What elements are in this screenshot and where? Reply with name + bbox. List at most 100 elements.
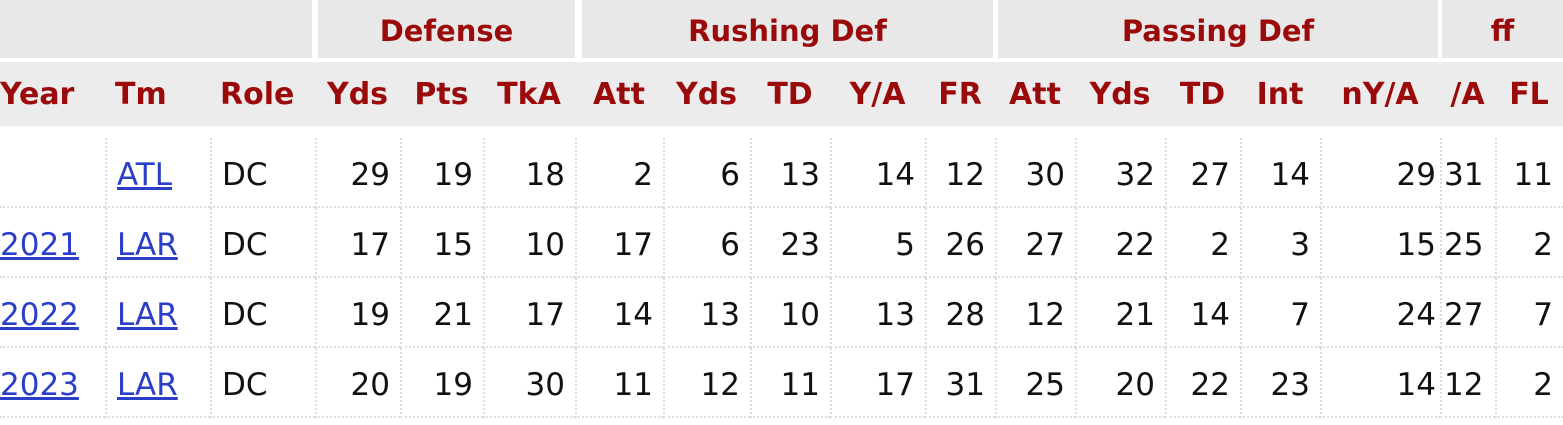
column-header: Int <box>1240 62 1320 126</box>
column-header: Yds <box>663 62 750 126</box>
column-header: Att <box>995 62 1075 126</box>
column-header: Tm <box>105 62 210 126</box>
stat-cell: 17 <box>830 348 925 418</box>
stat-cell: 23 <box>750 208 830 278</box>
stat-cell: 19 <box>315 278 400 348</box>
column-header: Yds <box>315 62 400 126</box>
stat-cell: 13 <box>830 278 925 348</box>
stat-cell: 14 <box>1240 138 1320 208</box>
stat-cell: 6 <box>663 138 750 208</box>
stat-cell: 27 <box>1440 278 1495 348</box>
stat-cell: 13 <box>663 278 750 348</box>
stat-cell: 11 <box>575 348 663 418</box>
column-header: TkA <box>483 62 575 126</box>
stat-cell: 27 <box>995 208 1075 278</box>
stat-cell: 31 <box>925 348 995 418</box>
year <box>0 138 105 208</box>
stat-cell: 28 <box>925 278 995 348</box>
column-header: Role <box>210 62 315 126</box>
stat-cell: 11 <box>1495 138 1563 208</box>
year: 2022 <box>0 278 105 348</box>
stat-cell: 20 <box>1075 348 1165 418</box>
stat-cell: 12 <box>925 138 995 208</box>
stat-cell: 11 <box>750 348 830 418</box>
stat-cell: 2 <box>1165 208 1240 278</box>
stat-cell: 25 <box>995 348 1075 418</box>
year: 2021 <box>0 208 105 278</box>
stat-cell: 12 <box>663 348 750 418</box>
stat-cell: 26 <box>925 208 995 278</box>
column-header: TD <box>750 62 830 126</box>
column-header: TD <box>1165 62 1240 126</box>
stat-cell: 30 <box>995 138 1075 208</box>
stat-cell: 2 <box>1495 348 1563 418</box>
role: DC <box>210 348 315 418</box>
stat-cell: 24 <box>1320 278 1440 348</box>
stat-cell: 20 <box>315 348 400 418</box>
team-link[interactable]: LAR <box>117 367 178 403</box>
stat-cell: 10 <box>750 278 830 348</box>
stat-cell: 19 <box>400 348 483 418</box>
stat-cell: 17 <box>575 208 663 278</box>
stat-cell: 10 <box>483 208 575 278</box>
stat-cell: 14 <box>1320 348 1440 418</box>
team: LAR <box>105 208 210 278</box>
team: ATL <box>105 138 210 208</box>
column-header: FR <box>925 62 995 126</box>
group-header-blank <box>0 0 312 58</box>
year-link[interactable]: 2023 <box>0 367 79 403</box>
stat-cell: 12 <box>995 278 1075 348</box>
role: DC <box>210 138 315 208</box>
team-link[interactable]: LAR <box>117 227 178 263</box>
stat-cell: 2 <box>575 138 663 208</box>
column-header: Att <box>575 62 663 126</box>
stat-cell: 30 <box>483 348 575 418</box>
stat-cell: 27 <box>1165 138 1240 208</box>
stat-cell: 22 <box>1075 208 1165 278</box>
stat-cell: 14 <box>830 138 925 208</box>
stat-cell: 14 <box>1165 278 1240 348</box>
team-link[interactable]: ATL <box>117 157 173 193</box>
role: DC <box>210 208 315 278</box>
role: DC <box>210 278 315 348</box>
group-header: Rushing Def <box>582 0 993 58</box>
stat-cell: 6 <box>663 208 750 278</box>
team: LAR <box>105 348 210 418</box>
column-header: Y/A <box>830 62 925 126</box>
group-header: Defense <box>318 0 575 58</box>
stat-cell: 21 <box>400 278 483 348</box>
column-header: FL <box>1495 62 1563 126</box>
column-header: nY/A <box>1320 62 1440 126</box>
stat-cell: 3 <box>1240 208 1320 278</box>
team: LAR <box>105 278 210 348</box>
stat-cell: 31 <box>1440 138 1495 208</box>
stat-cell: 5 <box>830 208 925 278</box>
stat-cell: 7 <box>1495 278 1563 348</box>
stat-cell: 21 <box>1075 278 1165 348</box>
stat-cell: 29 <box>315 138 400 208</box>
stat-cell: 17 <box>483 278 575 348</box>
stat-cell: 23 <box>1240 348 1320 418</box>
stat-cell: 19 <box>400 138 483 208</box>
column-header: Pts <box>400 62 483 126</box>
group-header: ff <box>1442 0 1563 58</box>
stat-cell: 7 <box>1240 278 1320 348</box>
stat-cell: 12 <box>1440 348 1495 418</box>
column-header: /A <box>1440 62 1495 126</box>
stat-cell: 17 <box>315 208 400 278</box>
stat-cell: 25 <box>1440 208 1495 278</box>
stat-cell: 29 <box>1320 138 1440 208</box>
year: 2023 <box>0 348 105 418</box>
stat-cell: 15 <box>1320 208 1440 278</box>
stat-cell: 13 <box>750 138 830 208</box>
group-header: Passing Def <box>998 0 1438 58</box>
stat-cell: 2 <box>1495 208 1563 278</box>
year-link[interactable]: 2022 <box>0 297 79 333</box>
stat-cell: 15 <box>400 208 483 278</box>
stat-cell: 32 <box>1075 138 1165 208</box>
stat-cell: 18 <box>483 138 575 208</box>
stat-cell: 22 <box>1165 348 1240 418</box>
year-link[interactable]: 2021 <box>0 227 79 263</box>
team-link[interactable]: LAR <box>117 297 178 333</box>
